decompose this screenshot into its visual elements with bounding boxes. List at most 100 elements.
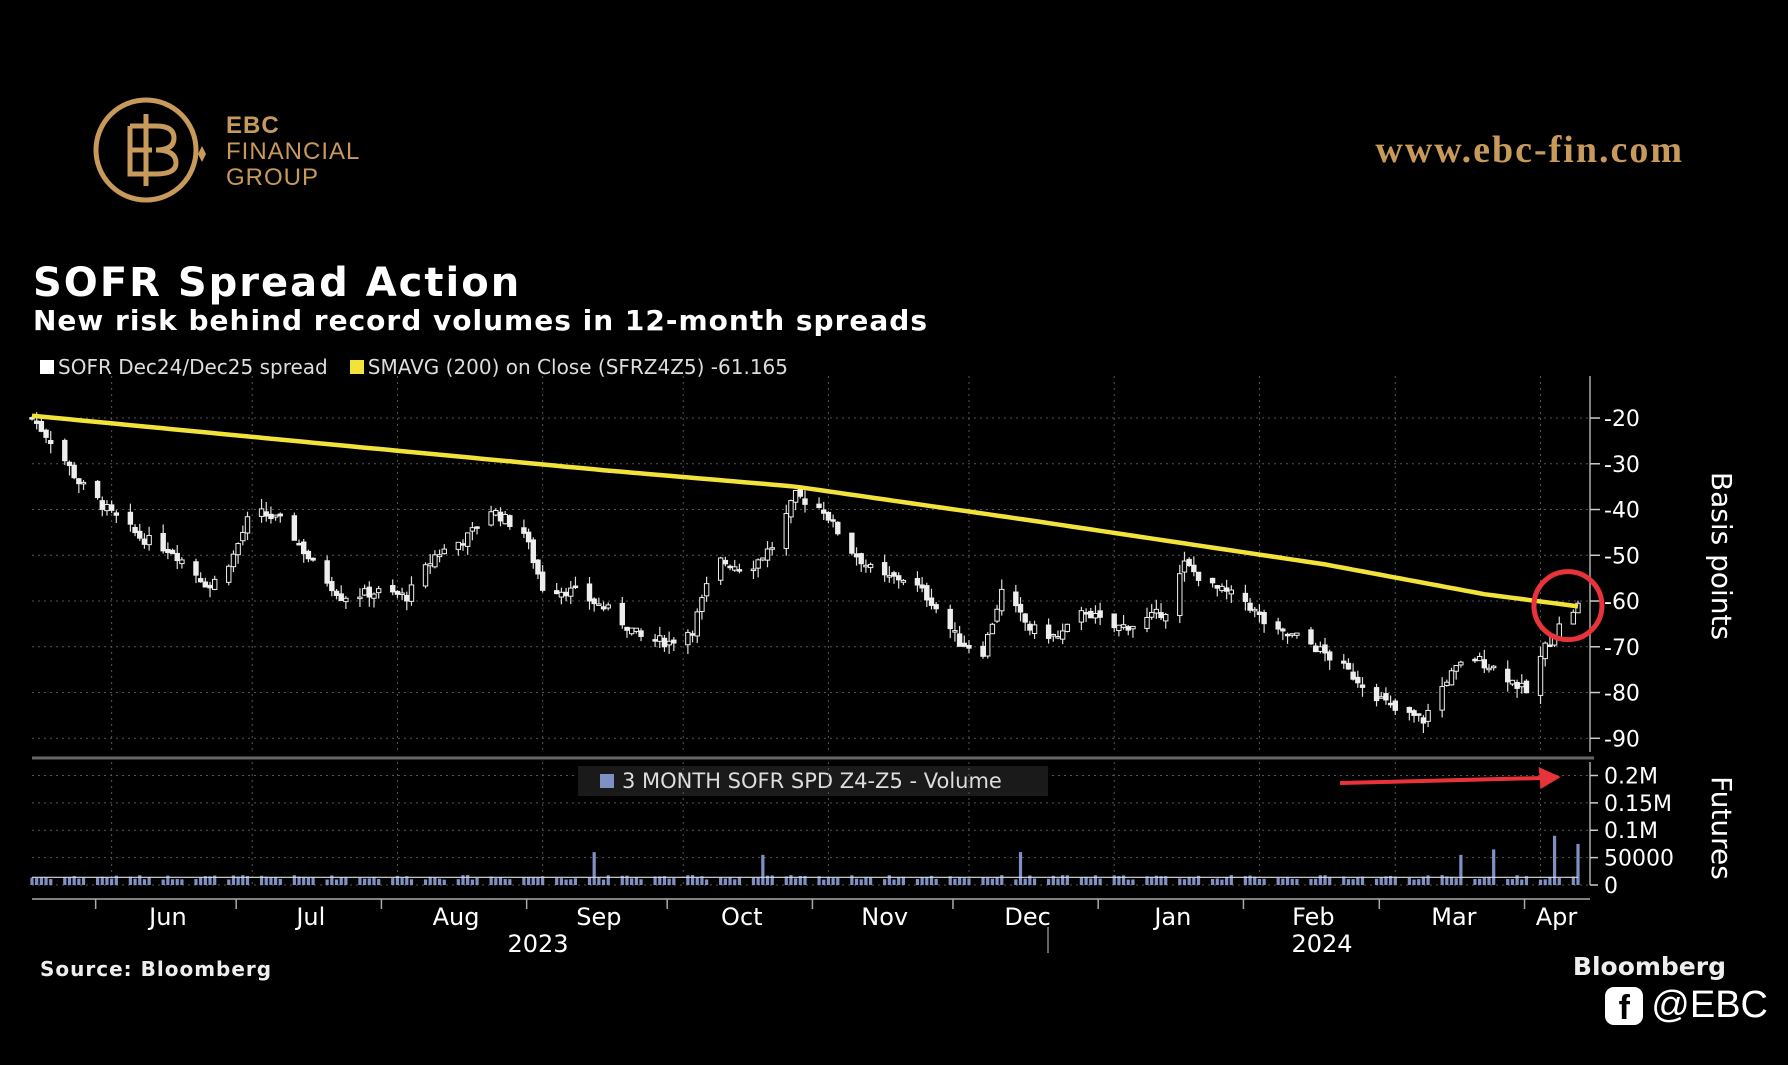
volume-bar: [30, 877, 34, 885]
candle-body: [1308, 629, 1314, 645]
volume-tick-label: 0.1M: [1604, 819, 1658, 844]
volume-bar: [555, 877, 559, 885]
volume-bar: [733, 879, 737, 885]
volume-bar: [508, 879, 512, 885]
volume-bar: [803, 875, 807, 885]
volume-bar: [1150, 876, 1154, 885]
ebc-logo-icon: [93, 97, 206, 203]
brand-name: EBC FINANCIAL GROUP: [226, 113, 360, 191]
volume-bar: [1126, 879, 1130, 885]
volume-bar: [367, 878, 371, 885]
volume-bar: [1210, 878, 1215, 885]
candle-body: [947, 608, 953, 630]
volume-bar: [686, 875, 690, 885]
candle-body: [33, 420, 40, 424]
candle-body: [71, 464, 77, 479]
candle-body: [671, 639, 677, 644]
volume-bar: [831, 878, 835, 885]
volume-bar: [1093, 875, 1098, 885]
candle-body: [469, 527, 476, 532]
volume-bar: [1384, 876, 1388, 885]
candle-body: [1289, 633, 1295, 636]
candle-body: [263, 511, 269, 517]
candle-body: [460, 543, 466, 546]
volume-bar: [77, 878, 81, 885]
candle-body: [1570, 611, 1577, 625]
candle-body: [1345, 662, 1352, 670]
volume-axis-label: Futures: [1705, 776, 1738, 880]
candle-body: [502, 513, 508, 525]
candle-body: [1256, 611, 1263, 616]
volume-bar: [1552, 835, 1557, 885]
candle-body: [432, 554, 438, 568]
volume-bar: [915, 879, 920, 885]
volume-bar: [208, 876, 212, 885]
candle-body: [1317, 646, 1324, 652]
volume-tick-label: 0: [1604, 874, 1618, 899]
brand-line-3: GROUP: [226, 164, 320, 191]
volume-bar: [63, 877, 67, 885]
candle-body: [1013, 591, 1019, 607]
candle-body: [1144, 616, 1150, 629]
candle-body: [750, 568, 757, 572]
candle-body: [525, 531, 532, 543]
volume-bar: [161, 879, 165, 885]
volume-bar: [1257, 879, 1262, 885]
volume-bar: [592, 852, 596, 885]
candle-body: [1280, 628, 1286, 632]
volume-bar: [868, 877, 873, 885]
volume-bar: [1510, 878, 1515, 885]
volume-legend-swatch: [600, 774, 614, 788]
volume-bar: [569, 879, 573, 885]
volume-bar: [1000, 875, 1004, 885]
candle-body: [146, 535, 152, 546]
price-tick-label: -80: [1604, 682, 1640, 707]
candle-body: [160, 532, 166, 552]
candle-body: [900, 579, 907, 583]
candle-body: [802, 498, 808, 505]
social-handle[interactable]: f @EBC: [1605, 984, 1768, 1027]
candle-body: [1148, 612, 1155, 618]
volume-bar: [1187, 876, 1191, 885]
volume-bar: [494, 878, 498, 885]
legend-item-spread: SOFR Dec24/Dec25 spread: [40, 355, 328, 379]
volume-bar: [1557, 878, 1561, 885]
volume-bar: [180, 879, 184, 885]
candle-body: [1537, 655, 1544, 696]
volume-bar: [634, 877, 638, 885]
volume-bar: [1374, 878, 1379, 885]
x-month-label: Dec: [1004, 903, 1050, 931]
candle-body: [961, 642, 967, 647]
volume-bar: [100, 876, 104, 885]
volume-bar: [114, 875, 118, 885]
volume-bar: [231, 875, 236, 885]
candle-body: [628, 627, 635, 635]
volume-bar: [133, 878, 137, 885]
volume-bar: [1360, 876, 1365, 885]
candle-body: [989, 623, 996, 635]
x-month-label: Feb: [1292, 903, 1335, 931]
candle-body: [1373, 687, 1380, 702]
volume-bar: [1243, 876, 1247, 885]
candle-body: [1088, 610, 1094, 619]
volume-bar: [170, 879, 175, 885]
candle-body: [1458, 661, 1464, 666]
candle-body: [305, 550, 312, 560]
candle-body: [689, 633, 696, 636]
candle-body: [586, 583, 593, 602]
volume-bar: [259, 875, 264, 885]
x-month-label: Jan: [1152, 903, 1191, 931]
volume-bar: [826, 877, 831, 885]
brand-line-2: FINANCIAL: [226, 138, 361, 165]
candle-body: [193, 561, 199, 576]
volume-bar: [358, 877, 362, 885]
volume-bar: [213, 875, 217, 885]
x-month-label: Aug: [433, 903, 480, 931]
candle-body: [375, 588, 382, 594]
candle-body: [1097, 610, 1103, 618]
website-link[interactable]: www.ebc-fin.com: [1375, 129, 1684, 171]
volume-tick-label: 0.15M: [1604, 792, 1672, 817]
candle-body: [821, 509, 827, 514]
volume-bar: [630, 878, 634, 885]
candle-body: [1116, 624, 1122, 632]
